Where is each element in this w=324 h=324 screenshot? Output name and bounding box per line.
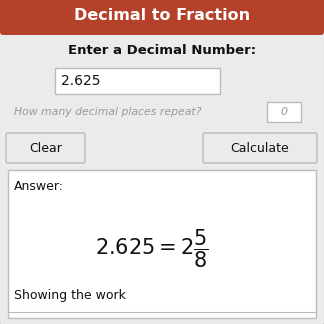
FancyBboxPatch shape [203,133,317,163]
Text: Showing the work: Showing the work [14,290,126,303]
FancyBboxPatch shape [267,102,301,122]
Text: Enter a Decimal Number:: Enter a Decimal Number: [68,43,256,56]
Text: Decimal to Fraction: Decimal to Fraction [74,8,250,24]
FancyBboxPatch shape [55,68,220,94]
FancyBboxPatch shape [0,0,324,35]
Text: Calculate: Calculate [231,142,289,155]
Text: Clear: Clear [29,142,62,155]
FancyBboxPatch shape [6,133,85,163]
FancyBboxPatch shape [8,170,316,318]
Text: 0: 0 [281,107,288,117]
Text: Answer:: Answer: [14,179,64,192]
Text: 2.625: 2.625 [61,74,100,88]
Text: How many decimal places repeat?: How many decimal places repeat? [14,107,202,117]
FancyBboxPatch shape [3,17,321,32]
Text: $2.625= 2\dfrac{5}{8}$: $2.625= 2\dfrac{5}{8}$ [95,228,209,270]
